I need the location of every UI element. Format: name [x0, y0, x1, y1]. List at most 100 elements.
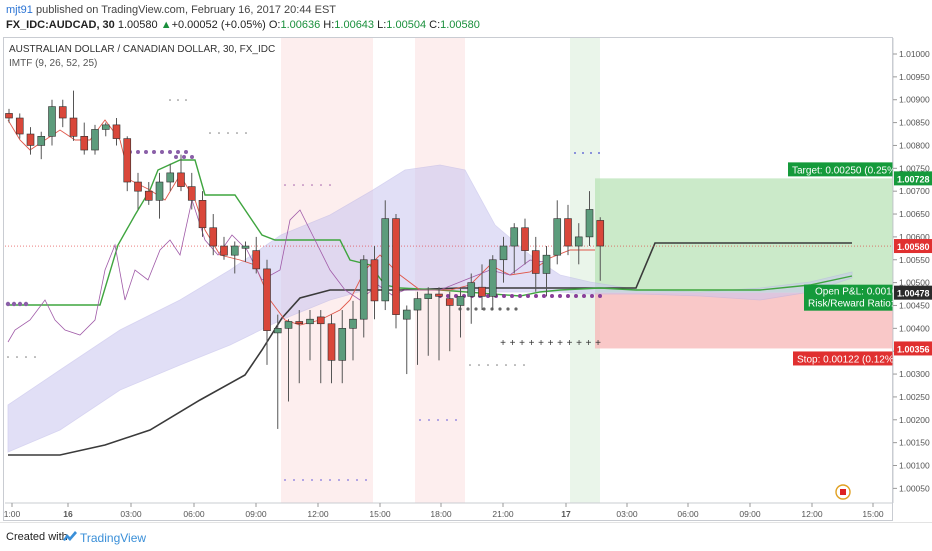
candle — [402, 305, 411, 375]
candle-body — [15, 117, 24, 135]
pivot-dot — [474, 307, 478, 311]
x-tick-label: 17 — [561, 509, 571, 519]
candle-body — [338, 328, 347, 361]
target-label: Target: 0.00250 (0.25%) — [788, 162, 899, 177]
candle-body — [424, 293, 433, 299]
oscillator-line — [7, 198, 546, 343]
cross-marker: + — [548, 338, 554, 349]
candle-body — [574, 236, 583, 247]
footer: Created with TradingView — [0, 522, 932, 551]
x-tick-label: 16 — [63, 509, 73, 519]
price-tag-text: 1.00728 — [897, 174, 930, 184]
candle-body — [402, 309, 411, 320]
candle — [478, 264, 486, 311]
resistance-dot — [184, 150, 188, 154]
y-tick-label: 1.00850 — [899, 118, 930, 128]
minor-dot — [478, 364, 480, 366]
candle-body — [69, 117, 78, 137]
calendar-event-icon — [835, 484, 851, 500]
chart-title: AUSTRALIAN DOLLAR / CANADIAN DOLLAR, 30,… — [9, 44, 275, 55]
candle-body — [48, 106, 56, 137]
candle-body — [134, 181, 142, 192]
candle-body — [273, 328, 282, 334]
candle-body — [80, 136, 89, 151]
cross-marker: + — [529, 338, 535, 349]
candle-body — [435, 293, 443, 297]
candle — [37, 131, 46, 160]
author-link[interactable]: mjt91 — [6, 4, 33, 16]
x-tick-label: 06:00 — [677, 509, 699, 519]
candle — [488, 255, 497, 311]
candle — [263, 259, 271, 365]
x-tick-label: 1:00 — [4, 509, 21, 519]
cross-markers: + + + + + + + + + + + — [500, 338, 601, 349]
resistance-dot — [152, 150, 156, 154]
minor-dot — [446, 419, 448, 421]
publish-info: published on TradingView.com, February 1… — [32, 4, 337, 16]
x-tick-label: 03:00 — [616, 509, 638, 519]
price-tag-bg — [894, 239, 932, 254]
cross-marker: + — [519, 338, 525, 349]
change-arrow-icon: ▲ — [160, 19, 172, 31]
candle-body — [241, 245, 250, 249]
candle — [198, 191, 207, 237]
low-value: 1.00504 — [386, 19, 427, 31]
pivot-dot — [482, 307, 486, 311]
resistance-dot — [176, 150, 180, 154]
y-tick-label: 1.00700 — [899, 186, 930, 196]
y-tick-label: 1.00400 — [899, 323, 930, 333]
candle — [91, 124, 99, 155]
candle-body — [91, 129, 99, 151]
open-label: O: — [268, 19, 281, 31]
candle — [521, 218, 529, 265]
minor-dot — [311, 479, 313, 481]
candle-body — [521, 227, 529, 251]
tradingview-brand[interactable]: TradingView — [80, 531, 147, 545]
minor-dot — [514, 364, 516, 366]
candle-body — [456, 296, 465, 306]
open-value: 1.00636 — [280, 19, 321, 31]
resistance-dot — [174, 155, 178, 159]
candle — [413, 291, 422, 365]
candle — [80, 122, 89, 155]
candle-body — [198, 200, 207, 229]
candle — [499, 236, 508, 283]
created-with-label: Created with — [6, 531, 68, 543]
cross-marker: + — [567, 338, 573, 349]
cross-marker: + — [576, 338, 582, 349]
candle — [273, 314, 282, 429]
candle — [542, 246, 551, 297]
resistance-dot — [160, 150, 164, 154]
candle-body — [413, 298, 422, 311]
target-zone — [595, 178, 893, 293]
candle — [5, 108, 13, 123]
candle — [349, 300, 357, 361]
candle — [370, 246, 379, 320]
candle — [316, 310, 325, 384]
pivot-dot — [590, 294, 594, 298]
candle-body — [467, 282, 476, 297]
candle-body — [445, 298, 454, 306]
candle — [134, 172, 142, 210]
minor-dot — [356, 479, 358, 481]
price-tag-bg — [894, 341, 932, 356]
ichimoku-cloud — [7, 164, 853, 453]
candle-body — [209, 227, 218, 247]
candle-body — [155, 181, 164, 201]
cross-marker: + — [586, 338, 592, 349]
cross-marker: + — [595, 338, 601, 349]
symbol-label: FX_IDC:AUDCAD, 30 — [6, 19, 115, 31]
candle — [306, 310, 314, 361]
candle — [359, 255, 368, 338]
candle-body — [349, 318, 357, 329]
candle — [327, 314, 336, 384]
cross-marker: + — [510, 338, 516, 349]
candle-body — [553, 218, 562, 256]
high-value: 1.00643 — [334, 19, 375, 31]
candle-body — [37, 136, 46, 146]
candle — [144, 182, 153, 205]
cross-marker: + — [500, 338, 506, 349]
pivot-dot — [582, 294, 586, 298]
